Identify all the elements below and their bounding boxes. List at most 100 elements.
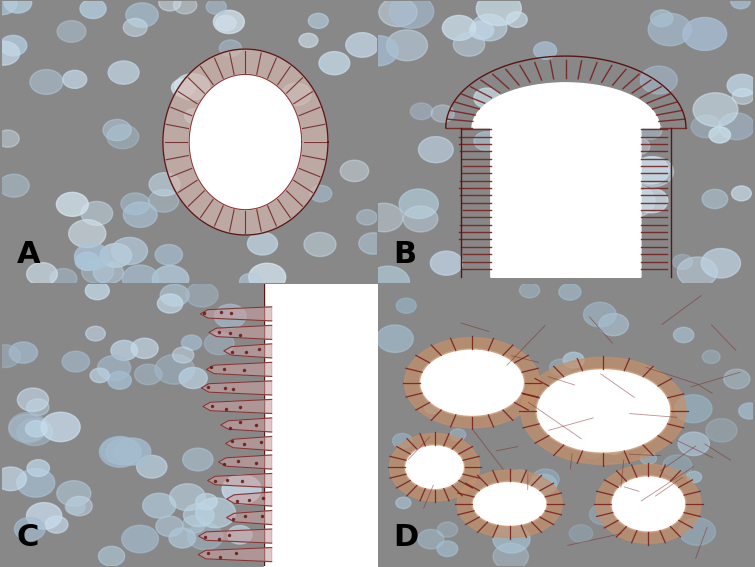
Circle shape xyxy=(206,0,226,14)
Circle shape xyxy=(522,107,553,130)
Circle shape xyxy=(216,15,236,31)
Circle shape xyxy=(365,203,403,232)
Ellipse shape xyxy=(190,74,302,210)
Circle shape xyxy=(627,138,650,155)
Circle shape xyxy=(149,173,180,196)
Circle shape xyxy=(540,401,560,417)
Circle shape xyxy=(106,125,139,149)
Circle shape xyxy=(683,18,727,50)
Polygon shape xyxy=(209,325,272,340)
Circle shape xyxy=(424,401,440,413)
Text: B: B xyxy=(393,240,417,269)
Circle shape xyxy=(599,314,628,336)
Circle shape xyxy=(282,83,311,105)
Polygon shape xyxy=(226,510,272,524)
Circle shape xyxy=(341,160,368,181)
Circle shape xyxy=(389,0,434,28)
Circle shape xyxy=(98,547,125,566)
Circle shape xyxy=(651,10,673,27)
Circle shape xyxy=(179,367,208,388)
Circle shape xyxy=(82,260,114,284)
Circle shape xyxy=(476,0,521,26)
Circle shape xyxy=(248,263,285,291)
Circle shape xyxy=(17,388,48,412)
Polygon shape xyxy=(199,529,272,543)
Circle shape xyxy=(738,403,755,419)
Circle shape xyxy=(123,202,157,227)
Ellipse shape xyxy=(405,445,464,490)
Circle shape xyxy=(0,35,27,56)
Circle shape xyxy=(112,238,147,265)
Circle shape xyxy=(131,338,159,358)
Circle shape xyxy=(693,93,738,126)
Circle shape xyxy=(239,273,261,290)
Circle shape xyxy=(85,282,109,300)
Circle shape xyxy=(123,19,147,36)
Circle shape xyxy=(437,522,458,537)
Circle shape xyxy=(410,103,433,120)
Circle shape xyxy=(633,157,669,184)
Circle shape xyxy=(239,107,263,125)
Circle shape xyxy=(126,3,159,27)
Circle shape xyxy=(507,12,527,27)
Circle shape xyxy=(143,493,176,518)
Circle shape xyxy=(65,500,85,515)
Circle shape xyxy=(45,516,68,533)
Circle shape xyxy=(583,445,601,458)
Circle shape xyxy=(453,33,485,56)
Circle shape xyxy=(559,284,581,300)
Circle shape xyxy=(470,21,494,39)
Ellipse shape xyxy=(472,481,547,526)
Circle shape xyxy=(0,130,19,147)
Circle shape xyxy=(100,244,131,267)
Circle shape xyxy=(701,248,741,278)
Polygon shape xyxy=(200,307,272,321)
Circle shape xyxy=(346,33,378,57)
Circle shape xyxy=(169,528,196,548)
Circle shape xyxy=(227,526,252,544)
Circle shape xyxy=(17,468,55,497)
Circle shape xyxy=(471,14,507,41)
Circle shape xyxy=(26,421,47,437)
Circle shape xyxy=(563,352,584,368)
Circle shape xyxy=(159,0,180,11)
Circle shape xyxy=(561,183,596,209)
Circle shape xyxy=(636,188,668,213)
Circle shape xyxy=(702,350,720,363)
Circle shape xyxy=(496,515,519,533)
Circle shape xyxy=(30,70,63,94)
Circle shape xyxy=(0,174,29,197)
Circle shape xyxy=(94,261,124,284)
Circle shape xyxy=(474,88,501,108)
Circle shape xyxy=(474,132,499,151)
Circle shape xyxy=(174,74,210,100)
Polygon shape xyxy=(199,548,272,562)
Circle shape xyxy=(511,470,528,483)
Polygon shape xyxy=(203,399,272,413)
Circle shape xyxy=(379,0,418,27)
Circle shape xyxy=(431,105,455,122)
Polygon shape xyxy=(472,83,660,277)
Circle shape xyxy=(214,304,246,328)
Circle shape xyxy=(80,0,106,19)
Polygon shape xyxy=(206,362,272,376)
Circle shape xyxy=(196,493,217,510)
Circle shape xyxy=(27,460,50,476)
Circle shape xyxy=(673,255,692,269)
Circle shape xyxy=(183,503,214,527)
Polygon shape xyxy=(202,381,272,395)
Circle shape xyxy=(220,40,242,56)
Circle shape xyxy=(57,20,86,43)
Circle shape xyxy=(547,83,580,107)
Circle shape xyxy=(396,497,411,509)
Circle shape xyxy=(205,332,234,355)
Circle shape xyxy=(90,368,109,383)
Circle shape xyxy=(171,79,196,97)
Circle shape xyxy=(594,242,626,266)
Circle shape xyxy=(75,243,110,270)
Circle shape xyxy=(399,189,439,218)
Ellipse shape xyxy=(611,476,686,532)
Circle shape xyxy=(108,371,131,389)
Circle shape xyxy=(14,518,45,540)
Circle shape xyxy=(81,201,112,225)
